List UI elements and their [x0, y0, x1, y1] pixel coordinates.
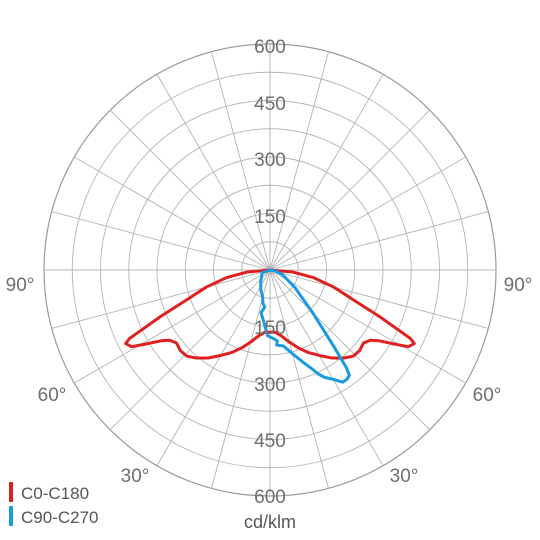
radial-tick-label: 450 — [254, 94, 286, 115]
series-line-c90-c270 — [259, 268, 351, 384]
grid-spoke — [51, 211, 271, 271]
radial-tick-label: 300 — [254, 375, 286, 396]
series-line-c0-c180 — [124, 268, 416, 360]
radial-tick-label: 600 — [254, 487, 286, 508]
grid-spoke — [109, 269, 271, 431]
grid-spoke — [156, 269, 271, 466]
angle-label-right-60: 60° — [473, 385, 502, 406]
grid-spoke — [211, 269, 271, 489]
angle-label-left-60: 60° — [38, 385, 67, 406]
grid-spoke — [269, 269, 384, 466]
unit-label: cd/klm — [244, 512, 296, 532]
grid-spoke — [109, 109, 271, 271]
radial-tick-label: 150 — [254, 318, 286, 339]
grid-spoke — [211, 51, 271, 271]
angle-label-left-90: 90° — [6, 275, 35, 296]
legend-swatch-c90-c270 — [9, 506, 13, 526]
series-layer — [124, 268, 416, 384]
radial-tick-label: 150 — [254, 207, 286, 228]
grid-spoke — [269, 51, 329, 271]
grid-spoke — [269, 269, 329, 489]
legend-label-c0-c180: C0-C180 — [21, 484, 89, 503]
grid-spoke — [269, 109, 431, 271]
grid-spoke — [51, 269, 271, 329]
radial-tick-label: 300 — [254, 150, 286, 171]
grid-spoke — [269, 74, 384, 271]
legend-swatch-c0-c180 — [9, 482, 13, 502]
grid-spoke — [74, 269, 271, 384]
polar-grid — [43, 43, 497, 497]
legend: C0-C180 C90-C270 — [9, 482, 99, 527]
grid-spoke — [74, 156, 271, 271]
radial-tick-label: 600 — [254, 37, 286, 58]
grid-spoke — [269, 269, 431, 431]
legend-label-c90-c270: C90-C270 — [21, 508, 99, 527]
grid-spoke — [269, 269, 466, 384]
grid-spoke — [269, 156, 466, 271]
grid-spoke — [269, 211, 489, 271]
angle-label-left-30: 30° — [121, 466, 150, 487]
grid-spoke — [269, 269, 489, 329]
angle-label-right-90: 90° — [504, 275, 533, 296]
angle-label-right-30: 30° — [390, 466, 419, 487]
grid-spoke — [156, 74, 271, 271]
radial-tick-label: 450 — [254, 431, 286, 452]
